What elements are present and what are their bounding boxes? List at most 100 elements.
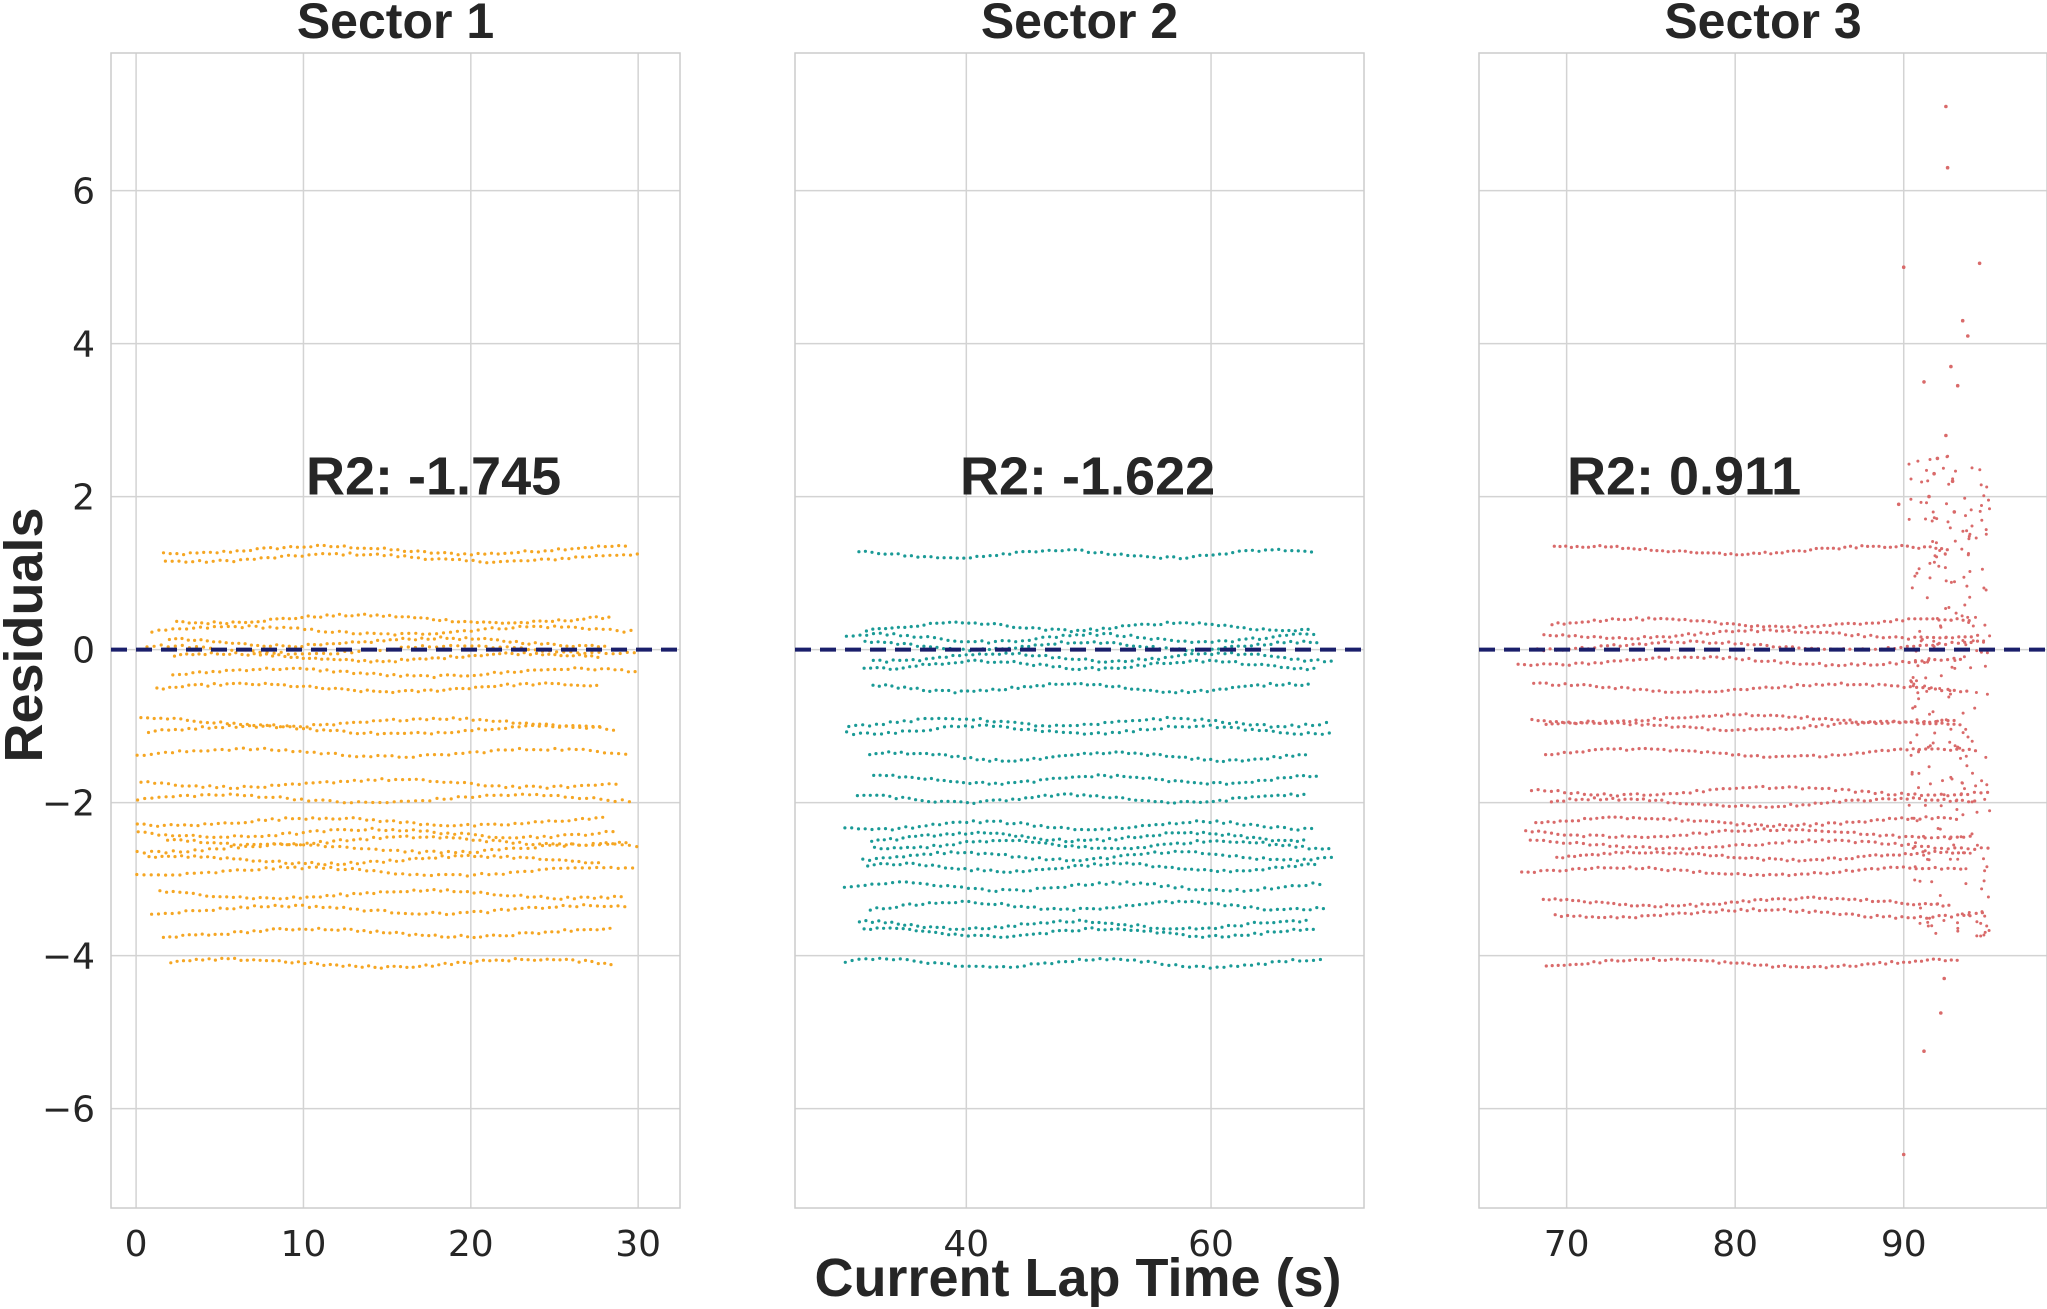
residual-point — [1230, 640, 1234, 644]
residual-point — [1590, 866, 1594, 871]
residual-point — [1112, 641, 1116, 645]
residual-point — [870, 550, 874, 554]
residual-point — [442, 688, 446, 692]
residual-point — [898, 957, 902, 961]
residual-point — [289, 545, 293, 549]
residual-point — [1749, 624, 1754, 629]
residual-point — [1969, 666, 1973, 670]
residual-point — [225, 841, 229, 845]
residual-point — [1075, 794, 1079, 798]
residual-point — [1964, 643, 1968, 647]
residual-point — [1274, 865, 1278, 869]
residual-point — [1618, 747, 1622, 751]
residual-point — [1162, 661, 1166, 666]
residual-point — [1041, 684, 1045, 688]
residual-point — [275, 643, 279, 647]
residual-point — [956, 867, 961, 871]
residual-point — [861, 857, 865, 861]
residual-point — [352, 846, 356, 850]
residual-point — [181, 620, 185, 624]
residual-point — [233, 956, 237, 961]
residual-point — [1166, 724, 1170, 728]
residual-point — [1963, 496, 1967, 500]
residual-point — [1817, 717, 1822, 721]
residual-point — [504, 719, 509, 723]
residual-point — [153, 781, 157, 785]
residual-point — [533, 641, 537, 645]
residual-point — [594, 816, 598, 820]
residual-point — [1268, 681, 1272, 686]
residual-point — [585, 796, 589, 801]
residual-point — [911, 658, 915, 662]
residual-point — [1941, 466, 1945, 470]
residual-point — [1736, 728, 1740, 732]
residual-point — [535, 836, 539, 840]
residual-point — [270, 682, 274, 687]
residual-point — [1838, 912, 1842, 917]
residual-point — [309, 545, 313, 549]
residual-point — [1077, 882, 1081, 886]
residual-point — [222, 847, 226, 851]
residual-point — [518, 840, 522, 844]
residual-point — [1237, 549, 1241, 553]
residual-point — [1871, 544, 1875, 548]
residual-point — [1586, 719, 1590, 723]
residual-point — [949, 724, 954, 728]
residual-point — [1190, 899, 1194, 904]
residual-point — [156, 824, 160, 828]
residual-point — [258, 859, 262, 863]
residual-point — [362, 754, 366, 758]
residual-point — [895, 855, 899, 859]
residual-point — [314, 656, 318, 660]
residual-point — [250, 793, 254, 798]
residual-point — [1235, 869, 1239, 873]
residual-point — [352, 720, 356, 725]
residual-point — [1287, 681, 1291, 686]
residual-point — [1915, 718, 1919, 722]
residual-point — [984, 723, 989, 727]
residual-point — [1628, 720, 1632, 724]
residual-point — [456, 553, 460, 557]
residual-point — [1940, 867, 1944, 871]
residual-point — [1306, 862, 1310, 866]
residual-point — [928, 728, 933, 732]
residual-point — [1236, 904, 1240, 908]
residual-point — [427, 856, 431, 860]
residual-point — [1811, 753, 1816, 757]
residual-point — [1688, 639, 1692, 643]
residual-point — [388, 848, 393, 852]
residual-point — [530, 869, 534, 874]
residual-point — [396, 731, 400, 736]
residual-point — [559, 897, 563, 901]
residual-point — [927, 800, 931, 804]
residual-point — [1568, 721, 1572, 725]
residual-point — [532, 748, 536, 752]
residual-point — [1915, 685, 1919, 690]
x-tick-label: 20 — [448, 1224, 494, 1265]
residual-point — [1574, 962, 1578, 967]
residual-point — [1943, 959, 1947, 963]
residual-point — [923, 716, 927, 721]
residual-point — [1833, 838, 1837, 842]
residual-point — [546, 641, 550, 646]
residual-point — [1762, 755, 1766, 759]
residual-point — [893, 751, 897, 756]
residual-point — [1176, 639, 1180, 643]
residual-point — [1696, 655, 1700, 660]
residual-point — [1786, 625, 1790, 629]
residual-point — [1032, 836, 1037, 840]
residual-point — [1562, 833, 1566, 837]
residual-point — [560, 819, 564, 823]
residual-point — [1689, 715, 1693, 719]
residual-point — [978, 839, 982, 843]
residual-point — [458, 637, 462, 642]
residual-point — [570, 795, 575, 800]
residual-point — [482, 620, 486, 624]
residual-point — [949, 850, 953, 854]
residual-point — [1652, 716, 1656, 720]
residual-point — [1688, 791, 1692, 795]
residual-point — [1820, 723, 1824, 727]
residual-point — [204, 908, 209, 913]
residual-point — [577, 960, 581, 964]
